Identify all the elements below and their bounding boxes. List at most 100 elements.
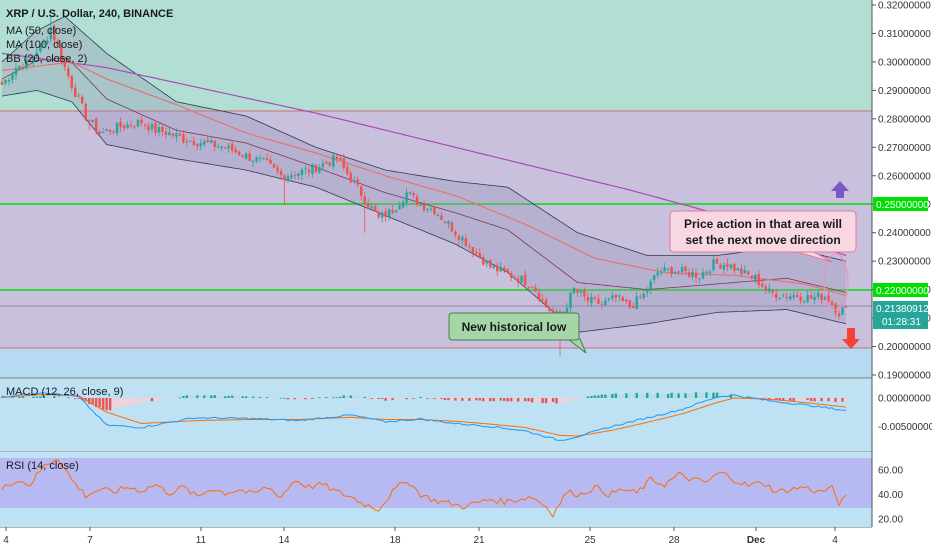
rsi-title[interactable]: RSI (14, close) [6, 460, 79, 472]
macd-histogram-bar [105, 398, 108, 411]
candle-body [802, 301, 806, 303]
macd-histogram-bar [733, 394, 736, 398]
macd-histogram-bar [513, 398, 516, 402]
macd-histogram-bar [70, 398, 73, 399]
macd-histogram-bar [639, 392, 642, 398]
macd-histogram-bar [328, 397, 332, 399]
indicator-ma100[interactable]: MA (100, close) [6, 39, 82, 51]
candle-body [384, 211, 387, 217]
candle-body [541, 299, 544, 301]
price-axis[interactable]: 0.32000000 0.31000000 0.30000000 0.29000000… [871, 0, 932, 550]
candle-body [628, 300, 631, 308]
macd-histogram-bar [380, 398, 384, 400]
price-tick-label: 0.30000000 [878, 57, 931, 68]
macd-histogram-bar [192, 396, 196, 398]
candle-body [670, 267, 673, 275]
macd-histogram-bar [262, 397, 265, 399]
time-tick-label: 14 [278, 535, 290, 546]
macd-histogram-bar [788, 398, 792, 401]
macd-histogram-bar [175, 398, 178, 399]
time-tick-label: 4 [3, 535, 9, 546]
time-axis[interactable]: 4 7 11 14 18 21 25 28 Dec 4 [3, 527, 838, 546]
candle-body [373, 205, 377, 212]
macd-histogram-bar [827, 398, 830, 402]
candle-body [837, 313, 841, 317]
macd-histogram-bar [42, 396, 46, 398]
candle-body [182, 134, 185, 143]
candle-body [475, 251, 478, 253]
macd-histogram-bar [150, 398, 154, 402]
indicator-bb[interactable]: BB (20, close, 2) [6, 53, 87, 65]
macd-histogram-bar [694, 392, 698, 398]
macd-histogram-bar [119, 398, 122, 408]
macd-histogram-bar [220, 396, 223, 398]
candle-body [795, 294, 799, 297]
candle-body [53, 26, 56, 41]
candle-body [56, 40, 60, 46]
macd-histogram-bar [346, 395, 349, 398]
candles [0, 16, 848, 357]
macd-histogram-bar [628, 393, 631, 398]
candle-body [513, 277, 516, 279]
callout-price-action[interactable]: Price action in that area will set the n… [669, 210, 857, 311]
zone-upper [0, 0, 872, 111]
macd-pane[interactable] [0, 379, 872, 451]
candle-body [523, 274, 527, 286]
candle-body [360, 186, 363, 196]
macd-histogram-bar [25, 396, 28, 398]
macd-histogram-bar [740, 396, 743, 398]
macd-histogram-bar [673, 394, 677, 398]
candle-body [771, 290, 774, 293]
rsi-pane[interactable] [0, 452, 872, 527]
macd-histogram-bar [366, 397, 370, 399]
candle-body [827, 295, 830, 303]
candle-body [63, 62, 66, 68]
candle-body [398, 205, 401, 210]
candle-body [28, 59, 32, 62]
candle-body [639, 296, 642, 298]
symbol-title[interactable]: XRP / U.S. Dollar, 240, BINANCE [6, 8, 173, 20]
macd-histogram-bar [537, 398, 541, 402]
macd-title[interactable]: MACD (12, 26, close, 9) [6, 386, 123, 398]
macd-histogram-bar [454, 398, 457, 401]
indicator-ma50[interactable]: MA (50, close) [6, 25, 76, 37]
candle-body [0, 81, 4, 85]
macd-histogram-bar [475, 398, 478, 401]
price-tick-label: 0.26000000 [878, 171, 931, 182]
last-price-tag-bg [873, 301, 928, 329]
macd-histogram-bar [255, 397, 258, 399]
candle-body [401, 201, 405, 208]
candle-body [164, 131, 168, 135]
candle-body [663, 267, 666, 272]
candle-body [736, 268, 740, 271]
macd-histogram-bar [196, 395, 199, 398]
macd-histogram-bar [35, 396, 39, 398]
macd-histogram-bar [74, 398, 77, 399]
macd-histogram-bar [241, 396, 244, 398]
candle-body [304, 168, 307, 170]
candle-body [468, 246, 471, 248]
candle-body [489, 260, 492, 268]
callout-new-low[interactable]: New historical low [448, 312, 587, 354]
candle-body [363, 196, 366, 204]
candle-body [502, 267, 506, 271]
macd-histogram-bar [429, 397, 433, 399]
macd-histogram-bar [304, 398, 307, 400]
macd-histogram-bar [122, 398, 126, 407]
candle-body [185, 141, 189, 143]
candle-body [492, 265, 495, 268]
macd-histogram-bar [816, 398, 820, 400]
macd-histogram-bar [579, 398, 583, 399]
candle-body [297, 173, 300, 176]
macd-histogram-bar [67, 397, 70, 399]
candle-body [799, 296, 802, 301]
macd-histogram-bar [813, 398, 816, 402]
macd-histogram-bar [708, 392, 712, 398]
candle-body [576, 289, 579, 293]
candle-body [4, 79, 7, 84]
price-pane[interactable] [0, 0, 872, 378]
candle-body [719, 264, 722, 269]
rsi-tick-label: 40.00 [878, 490, 903, 501]
macd-histogram-bar [502, 398, 506, 401]
